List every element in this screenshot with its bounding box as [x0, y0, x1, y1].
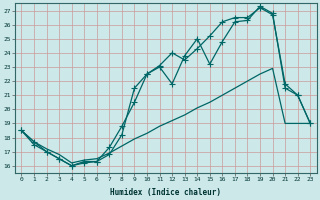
X-axis label: Humidex (Indice chaleur): Humidex (Indice chaleur): [110, 188, 221, 197]
